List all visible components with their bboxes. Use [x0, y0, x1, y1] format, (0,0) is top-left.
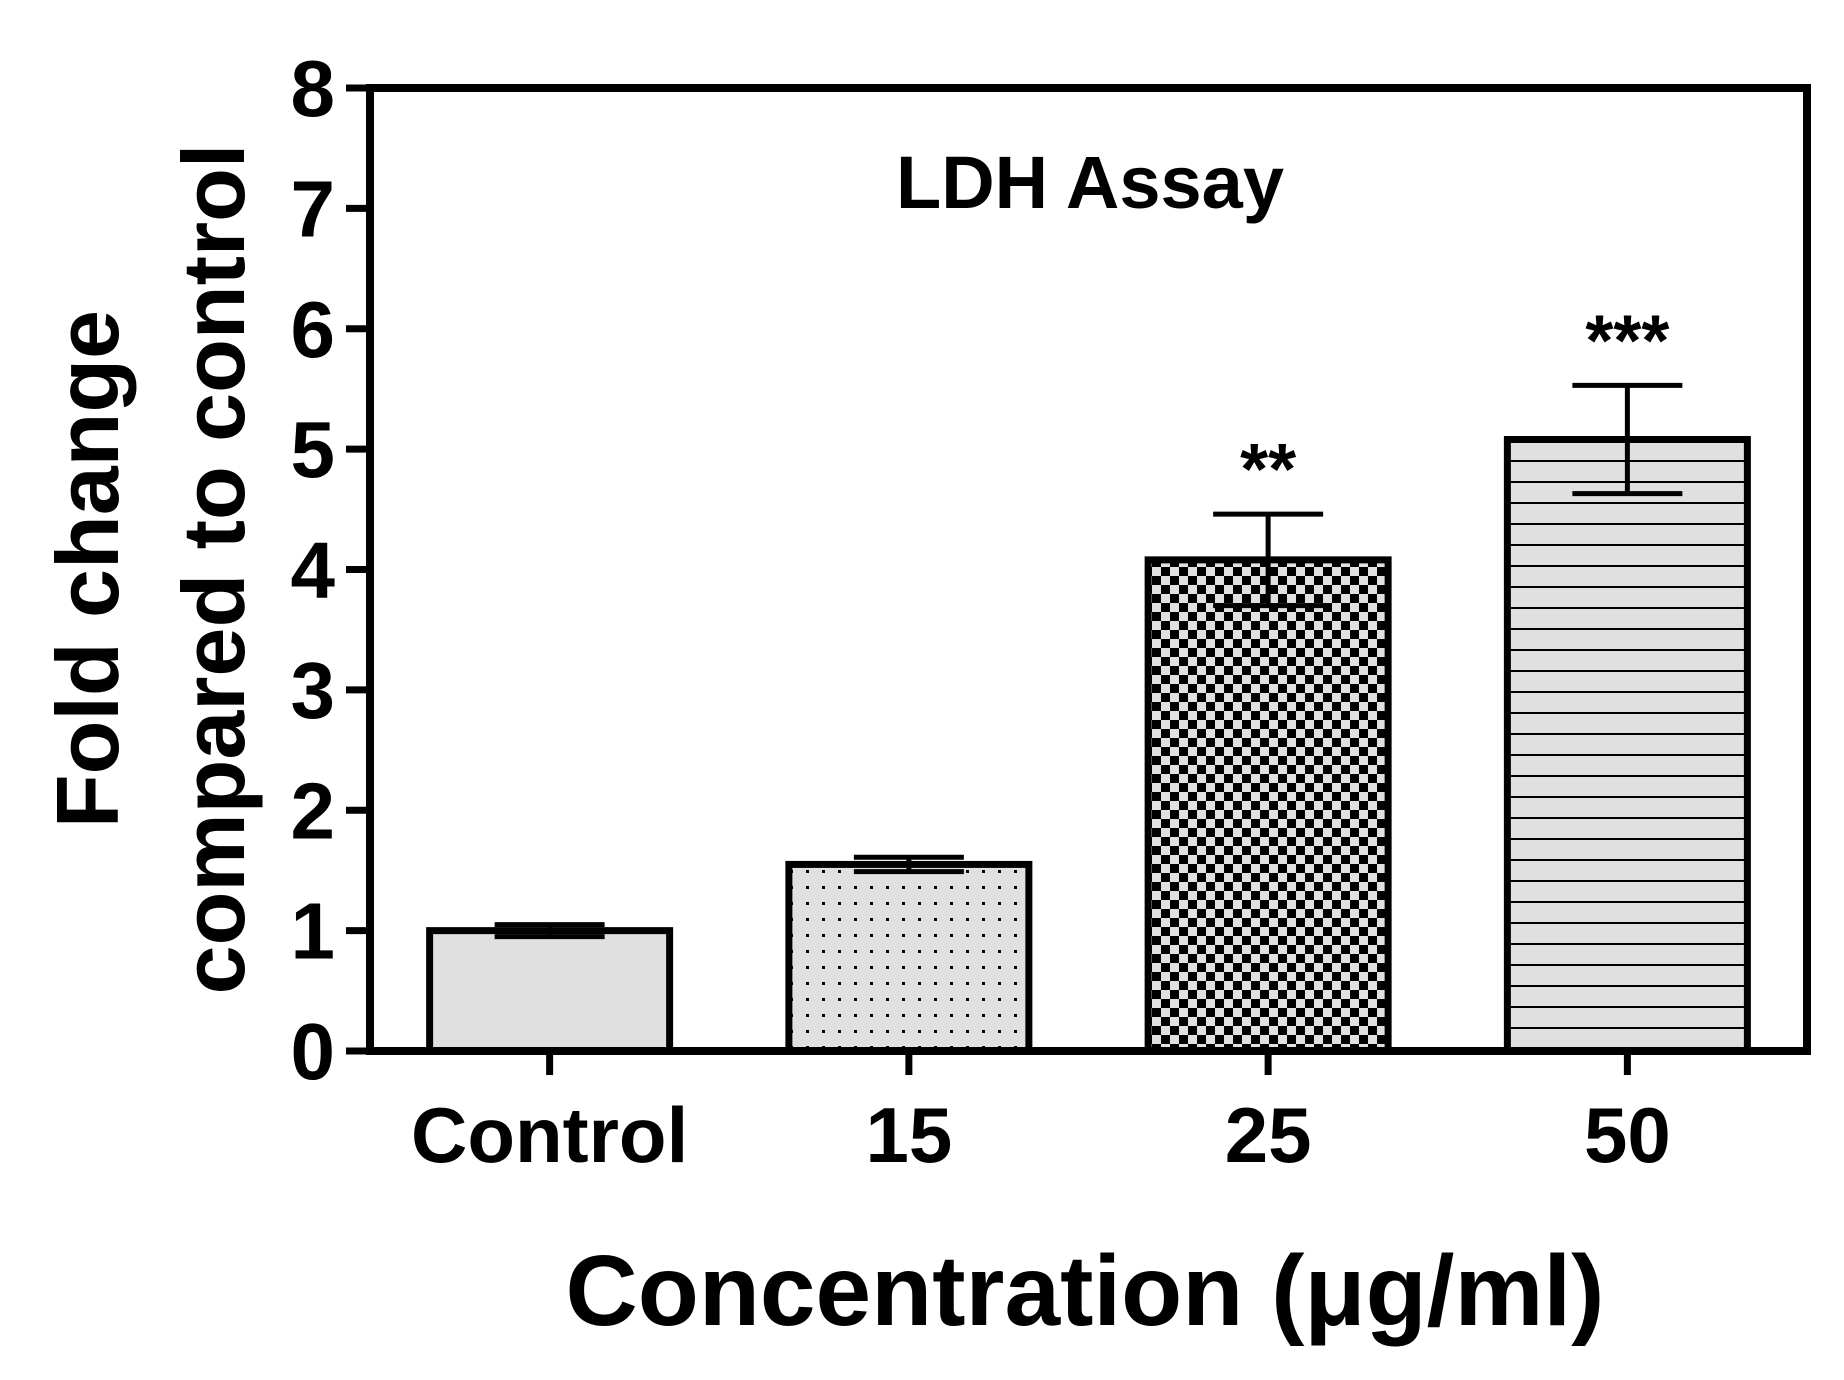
y-tick-label: 1	[291, 887, 336, 976]
bars-layer	[426, 435, 1751, 1055]
significance-marker-50: ***	[1585, 301, 1669, 381]
y-axis-label-line1: Fold change	[38, 310, 137, 828]
y-tick-label: 3	[291, 646, 336, 735]
x-tick-label: 50	[1584, 1091, 1671, 1179]
error-bar-50	[1572, 382, 1683, 497]
bar-50	[1503, 435, 1751, 1055]
y-tick-label: 4	[291, 526, 336, 615]
y-tick-label: 8	[291, 44, 336, 133]
significance-layer: *****	[1240, 301, 1669, 510]
y-axis-ticks: 0 1 2 3 4 5 6 7 8	[291, 44, 370, 1096]
bar-25	[1144, 556, 1392, 1055]
bar-15	[785, 860, 1033, 1055]
x-tick-label: 15	[865, 1091, 952, 1179]
x-tick-label: Control	[411, 1091, 688, 1179]
error-bars-layer	[494, 382, 1683, 940]
x-tick-label: 25	[1225, 1091, 1312, 1179]
error-bar-control	[494, 922, 605, 940]
bar-control	[426, 927, 674, 1055]
y-tick-label: 5	[291, 405, 336, 494]
error-bar-15	[853, 854, 964, 875]
error-bar-25	[1213, 511, 1324, 609]
y-tick-label: 2	[291, 766, 336, 855]
y-tick-label: 7	[291, 164, 336, 253]
x-axis-label: Concentration (μg/ml)	[566, 1235, 1605, 1347]
x-axis-ticks: Control 15 25 50	[411, 1051, 1671, 1179]
significance-marker-25: **	[1240, 430, 1296, 510]
y-tick-label: 0	[291, 1007, 336, 1096]
y-axis-label-line2: compared to control	[164, 144, 263, 995]
y-tick-label: 6	[291, 285, 336, 374]
chart-title: LDH Assay	[896, 141, 1284, 224]
